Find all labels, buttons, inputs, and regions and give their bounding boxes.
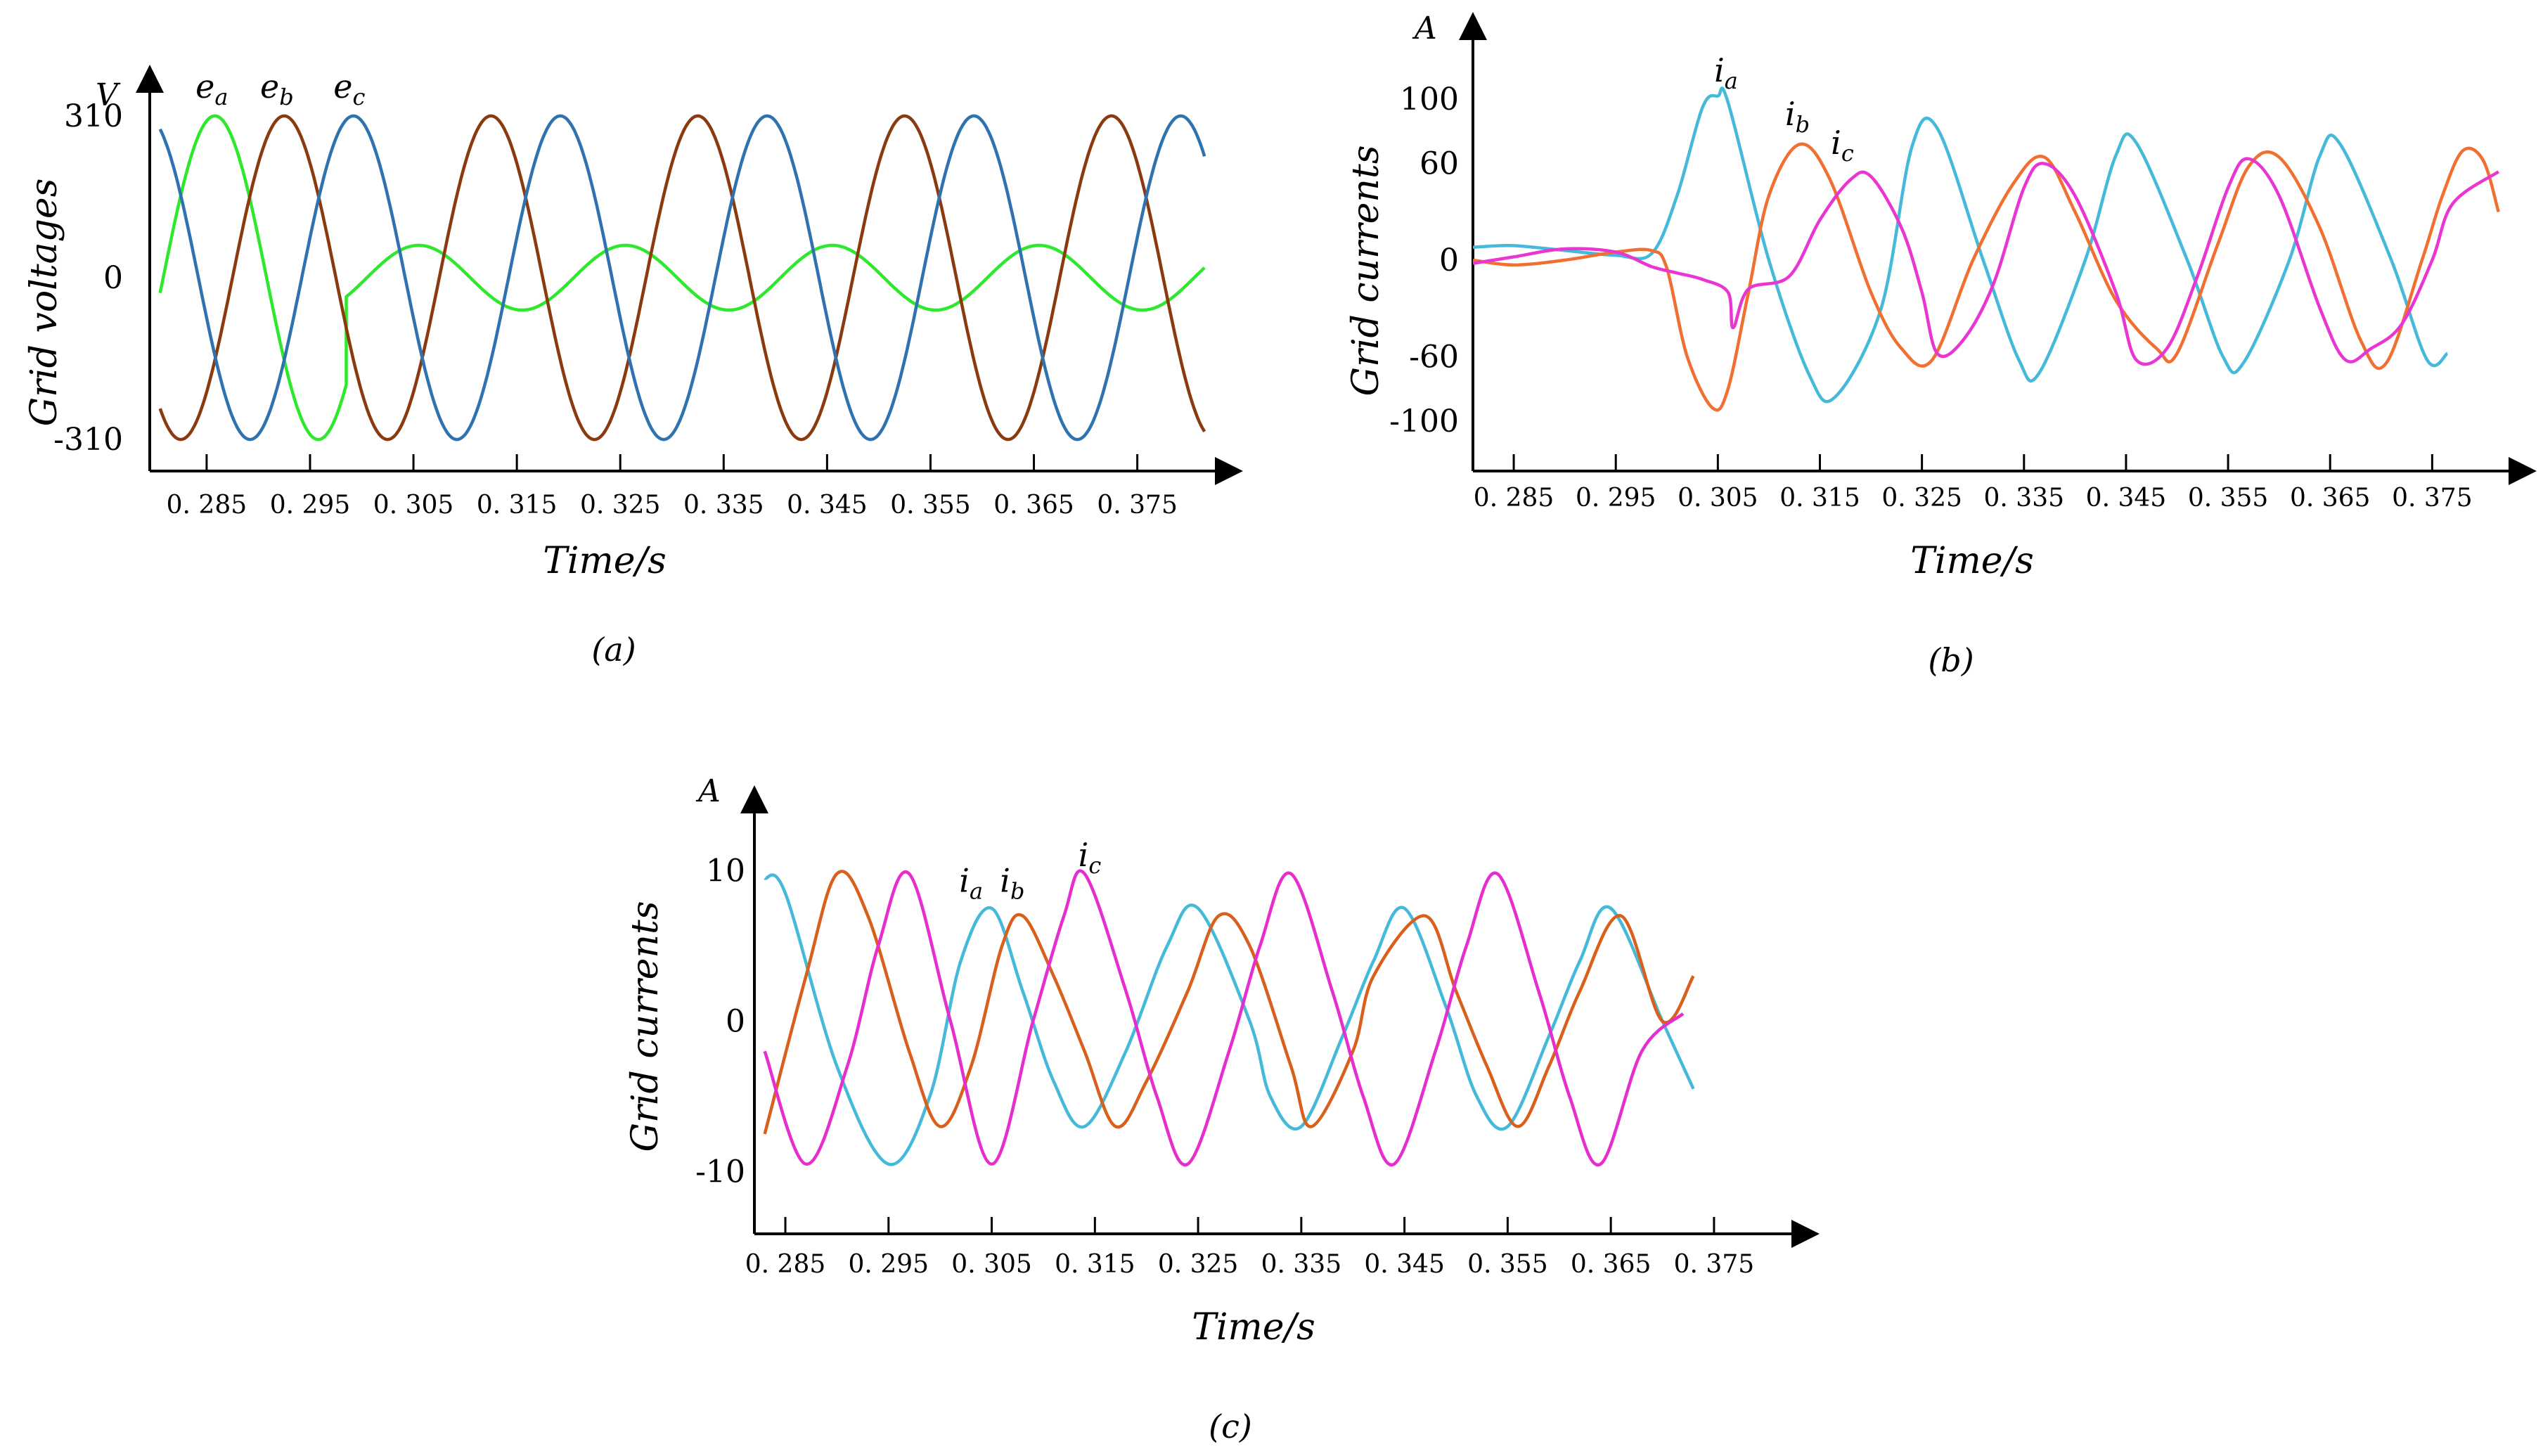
- panel-c-x-tick-label: 0. 365: [1571, 1250, 1652, 1279]
- panel-c-label-i_a: ia: [959, 861, 983, 904]
- panel-b-x-tick-label: 0. 345: [2086, 484, 2167, 513]
- panel-c-x-tick-label: 0. 325: [1158, 1250, 1239, 1279]
- panel-b: 0. 285 0. 295 0. 305 0. 315 0. 325 0. 335 0. 3…: [1345, 11, 2537, 679]
- series-label-base: i: [1079, 836, 1089, 874]
- panel-b-x-tick-label: 0. 305: [1678, 484, 1758, 513]
- panel-b-y-tick-label: 60: [1419, 146, 1459, 182]
- panel-c-x-tick-label: 0. 335: [1261, 1250, 1342, 1279]
- series-label-subscript: c: [353, 84, 366, 110]
- series-label-base: e: [260, 67, 279, 105]
- panel-b-label-i_c: ic: [1831, 124, 1854, 167]
- panel-b-series-i_c: [1472, 157, 2499, 366]
- series-label-base: i: [1714, 51, 1725, 89]
- panel-b-label-i_a: ia: [1714, 51, 1738, 94]
- series-label-subscript: b: [279, 84, 293, 110]
- panel-c-x-tick-label: 0. 375: [1674, 1250, 1755, 1279]
- panel-c-label-i_c: ic: [1079, 836, 1102, 879]
- panel-b-y-tick-label: -60: [1409, 339, 1459, 375]
- panel-a-x-tick-label: 0. 355: [890, 491, 971, 520]
- panel-a-plot: 0. 285 0. 295 0. 305 0. 315 0. 325 0. 335 0. 3…: [53, 65, 1243, 520]
- panel-a-x-tick-label: 0. 375: [1097, 491, 1178, 520]
- series-label-subscript: a: [214, 84, 228, 110]
- panel-b-y-tick-label: -100: [1389, 404, 1459, 439]
- panel-a-label-e_a: ea: [195, 67, 228, 110]
- panel-b-x-tick-label: 0. 355: [2188, 484, 2269, 513]
- series-label-base: i: [1831, 124, 1841, 162]
- panel-b-y-tick-label: 100: [1400, 82, 1459, 117]
- panel-a-series-e_a: [158, 114, 1206, 442]
- series-label-base: i: [959, 861, 970, 899]
- panel-a-caption: (a): [591, 631, 636, 669]
- panel-b-y-tick-label: 0: [1439, 243, 1459, 278]
- series-label-subscript: a: [970, 877, 983, 904]
- panel-b-series-i_b: [1472, 142, 2500, 412]
- panel-c-label-i_b: ib: [1000, 861, 1024, 904]
- series-label-base: e: [195, 67, 214, 105]
- panel-a-x-tick-label: 0. 305: [373, 491, 454, 520]
- panel-b-x-tick-label: 0. 335: [1984, 484, 2065, 513]
- panel-a-x-tick-label: 0. 325: [580, 491, 661, 520]
- series-label-base: i: [1785, 95, 1796, 133]
- panel-a-y-tick-label: 310: [64, 98, 123, 134]
- panel-a-x-tick-label: 0. 365: [993, 491, 1074, 520]
- panel-c-series-i_b: [763, 870, 1695, 1135]
- panel-c-x-tick-label: 0. 315: [1055, 1250, 1135, 1279]
- panel-a-x-tick-label: 0. 315: [477, 491, 558, 520]
- panel-b-caption: (b): [1928, 641, 1974, 679]
- panel-a-y-tick-label: -310: [53, 422, 123, 458]
- series-label-subscript: b: [1010, 877, 1024, 904]
- panel-a-y-tick-label: 0: [103, 260, 123, 296]
- panel-a-label-e_c: ec: [333, 67, 365, 110]
- panel-b-x-tick-label: 0. 375: [2392, 484, 2473, 513]
- panel-c-caption: (c): [1209, 1407, 1252, 1445]
- panel-c-series-i_a: [764, 873, 1695, 1166]
- panel-b-y-axis-title: Grid currents: [1345, 145, 1387, 396]
- panel-c-y-axis-title: Grid currents: [624, 901, 667, 1152]
- series-label-base: i: [1000, 861, 1010, 899]
- panel-b-x-tick-label: 0. 285: [1474, 484, 1554, 513]
- panel-c-x-tick-label: 0. 345: [1364, 1250, 1445, 1279]
- panel-c-x-tick-label: 0. 285: [745, 1250, 826, 1279]
- panel-c-x-tick-label: 0. 305: [951, 1250, 1032, 1279]
- panel-b-x-tick-label: 0. 295: [1576, 484, 1656, 513]
- panel-c-x-axis-title: Time/s: [1192, 1306, 1315, 1348]
- panel-c-plot: 0. 285 0. 295 0. 305 0. 315 0. 325 0. 335 0. 3…: [695, 785, 1820, 1279]
- panel-a-y-unit: V: [96, 77, 121, 113]
- panel-a-x-tick-label: 0. 345: [787, 491, 868, 520]
- panel-c-y-tick-label: -10: [695, 1154, 745, 1190]
- panel-a: 0. 285 0. 295 0. 305 0. 315 0. 325 0. 335 0. 3…: [23, 65, 1243, 669]
- panel-a-x-tick-label: 0. 295: [270, 491, 351, 520]
- panel-b-x-axis-title: Time/s: [1910, 540, 2034, 582]
- panel-a-x-axis-title: Time/s: [543, 540, 667, 582]
- panel-b-label-i_b: ib: [1785, 95, 1810, 138]
- panel-b-y-unit: A: [1412, 11, 1437, 46]
- panel-b-x-tick-label: 0. 315: [1779, 484, 1860, 513]
- panel-c-y-tick-label: 10: [706, 853, 745, 889]
- panel-c-series-i_c: [763, 869, 1685, 1167]
- panel-b-series-i_a: [1472, 86, 2449, 404]
- panel-a-label-e_b: eb: [260, 67, 294, 110]
- panel-b-x-tick-label: 0. 325: [1881, 484, 1962, 513]
- panel-b-x-tick-label: 0. 365: [2290, 484, 2371, 513]
- series-label-subscript: c: [1088, 852, 1101, 879]
- panel-a-x-tick-label: 0. 335: [683, 491, 764, 520]
- panel-c-x-tick-label: 0. 355: [1467, 1250, 1548, 1279]
- panel-c-x-tick-label: 0. 295: [849, 1250, 929, 1279]
- panel-c-y-tick-label: 0: [726, 1004, 745, 1040]
- panel-a-x-tick-label: 0. 285: [167, 491, 247, 520]
- panel-a-series-e_c: [158, 114, 1206, 442]
- series-label-base: e: [333, 67, 352, 105]
- panel-c-y-unit: A: [695, 773, 721, 809]
- panel-b-plot: 0. 285 0. 295 0. 305 0. 315 0. 325 0. 335 0. 3…: [1389, 12, 2537, 513]
- panel-a-y-axis-title: Grid voltages: [23, 179, 65, 427]
- panel-c: 0. 285 0. 295 0. 305 0. 315 0. 325 0. 335 0. 3…: [624, 773, 1820, 1445]
- series-label-subscript: c: [1841, 140, 1854, 167]
- series-label-subscript: a: [1725, 67, 1738, 94]
- panel-a-series-e_b: [158, 114, 1206, 442]
- series-label-subscript: b: [1796, 111, 1810, 138]
